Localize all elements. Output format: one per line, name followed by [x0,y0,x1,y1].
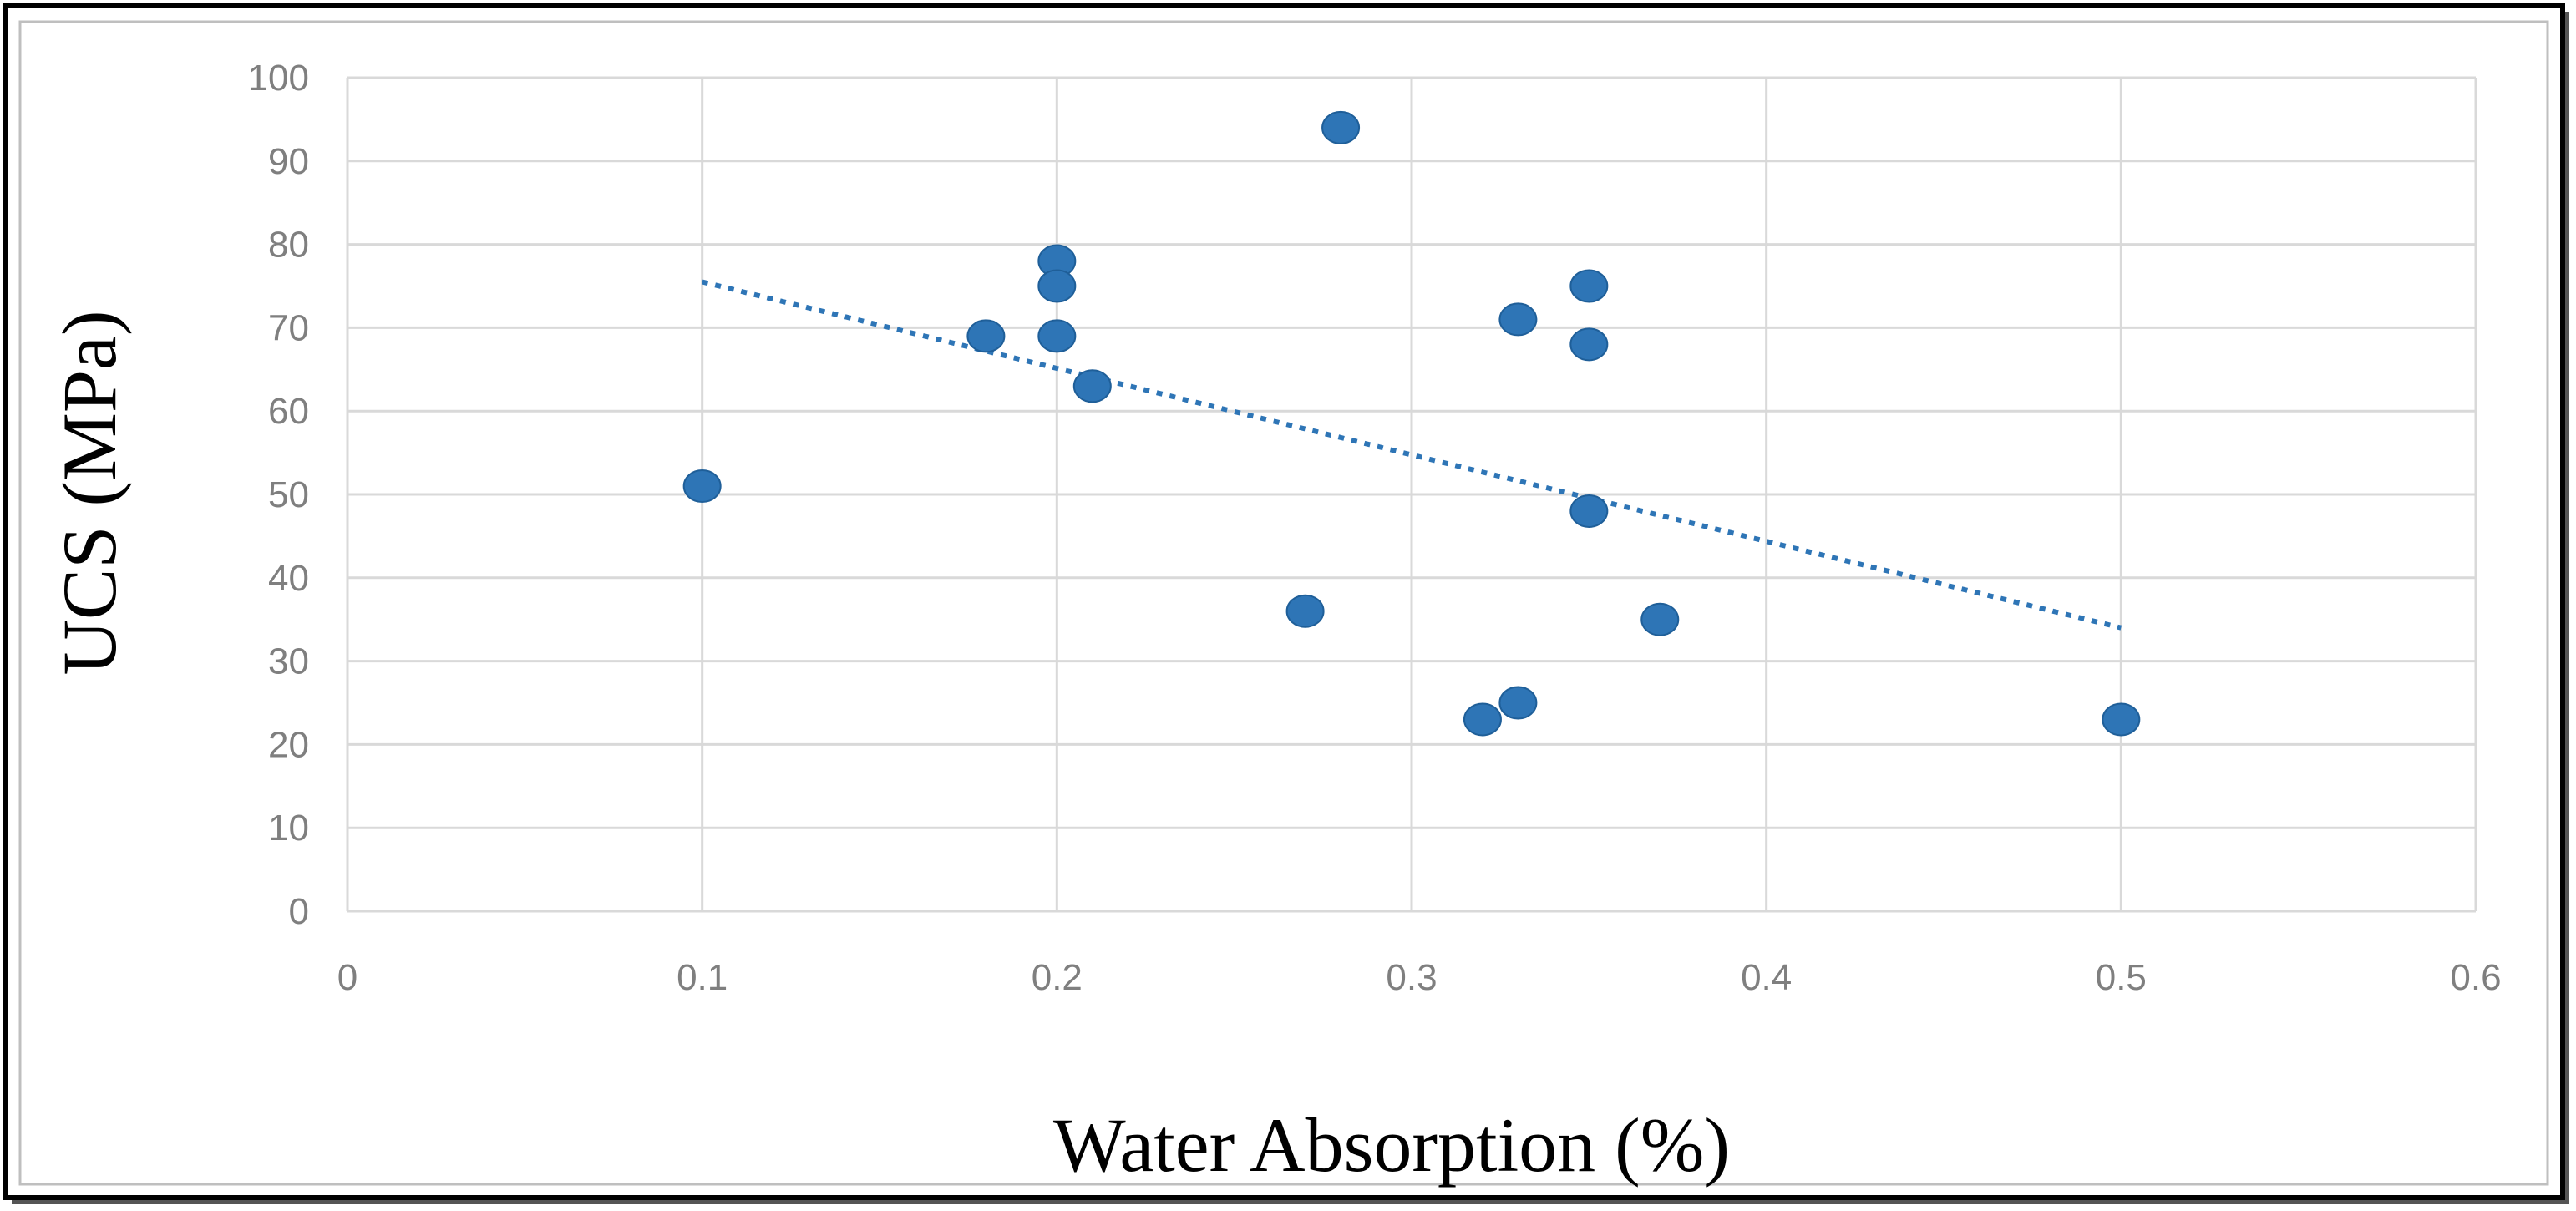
y-tick-label: 10 [268,808,309,849]
data-points [682,110,2141,737]
x-tick-labels: 0 0.1 0.2 0.3 0.4 0.5 0.6 [337,957,2502,998]
scatter-point [966,319,1006,353]
trendline [701,279,2122,631]
y-tick-label: 20 [268,724,309,765]
scatter-point [1569,327,1609,362]
y-tick-label: 0 [289,891,309,932]
y-tick-label: 100 [248,58,309,99]
scatter-point [1569,269,1609,303]
frame-border [3,3,2565,1200]
x-tick-label: 0.2 [1032,957,1083,998]
y-tick-label: 80 [268,225,309,266]
x-tick-label: 0.4 [1741,957,1792,998]
y-tick-label: 60 [268,391,309,432]
scatter-point [1072,369,1112,403]
scatter-point [1037,319,1077,353]
y-tick-label: 30 [268,641,309,682]
scatter-point [1498,686,1538,720]
scatter-point [1498,302,1538,337]
x-tick-label: 0.3 [1386,957,1437,998]
scatter-point [1463,702,1502,737]
x-tick-label: 0.5 [2096,957,2147,998]
y-tick-label: 70 [268,307,309,348]
y-tick-label: 90 [268,141,309,182]
x-axis-label: Water Absorption (%) [1053,1102,1730,1188]
x-tick-label: 0 [337,957,357,998]
y-tick-label: 50 [268,474,309,515]
scatter-point [2102,702,2141,737]
scatter-point [1640,602,1680,636]
scatter-point [1569,494,1609,528]
scatter-point [682,469,722,504]
x-tick-label: 0.6 [2450,957,2501,998]
chart-inner-border [18,20,2549,1186]
scatter-point [1285,594,1325,628]
y-tick-label: 40 [268,558,309,599]
x-tick-label: 0.1 [677,957,728,998]
y-tick-labels: 0 10 20 30 40 50 60 70 80 90 100 [248,58,309,932]
scatter-point [1037,269,1077,303]
scatter-point [1321,110,1361,144]
grid-lines [346,76,2477,913]
y-axis-label: UCS (MPa) [47,310,132,675]
